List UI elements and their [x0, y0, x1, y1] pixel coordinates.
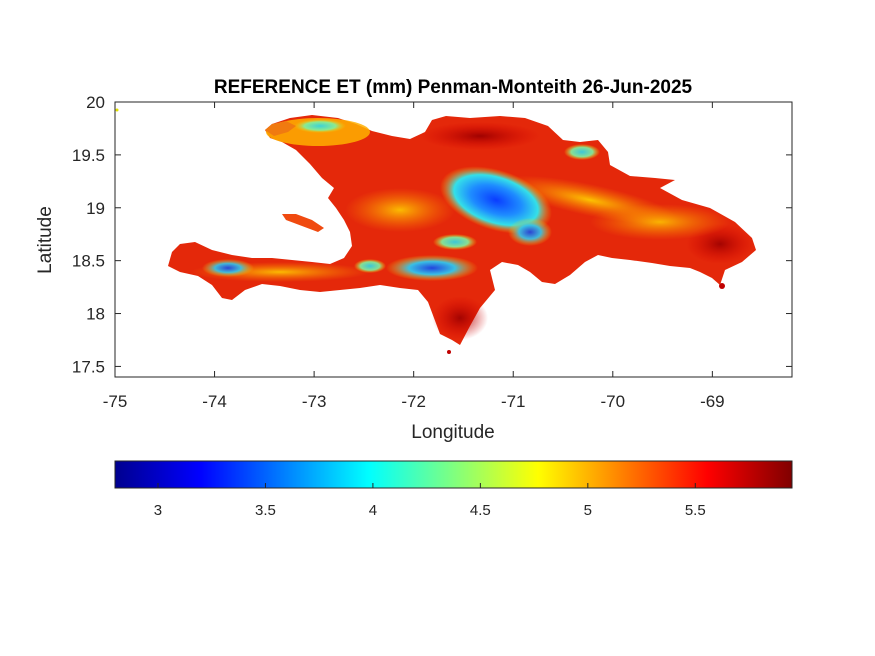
x-tick-label: -73: [302, 392, 327, 411]
y-tick-label: 19: [86, 199, 105, 218]
zone-east-yellow: [590, 204, 730, 240]
zone-leogane-cyan: [354, 259, 386, 273]
colorbar-tick-label: 5.5: [685, 502, 706, 519]
y-tick-label: 20: [86, 93, 105, 112]
colorbar-ticks: 3 3.5 4 4.5 5 5.5: [154, 483, 706, 519]
x-tick-label: -75: [103, 392, 128, 411]
ile-de-la-gonave: [282, 214, 324, 232]
zone-hotte-massif: [202, 259, 254, 277]
corner-pixel: [115, 108, 119, 112]
x-axis-label: Longitude: [411, 422, 494, 443]
colorbar-tick-label: 4.5: [470, 502, 491, 519]
zone-north-coast-dark: [420, 122, 540, 150]
colorbar-gradient: [114, 460, 793, 489]
zone-cordillera-central: [440, 166, 552, 234]
colorbar-tick-label: 5: [584, 502, 592, 519]
zone-haiti-yellow: [345, 188, 455, 232]
zone-selle-massif: [386, 255, 478, 281]
zone-selle-east: [433, 234, 477, 250]
x-tick-label: -69: [700, 392, 725, 411]
y-tick-label: 18.5: [72, 252, 105, 271]
beata-island: [447, 350, 451, 354]
y-tick-label: 18: [86, 305, 105, 324]
x-tick-label: -70: [601, 392, 626, 411]
x-tick-label: -74: [202, 392, 227, 411]
map-title: REFERENCE ET (mm) Penman-Monteith 26-Jun…: [214, 77, 693, 98]
ile-de-la-tortue: [265, 121, 296, 136]
x-tick-label: -71: [501, 392, 526, 411]
zone-north-cyan: [564, 144, 600, 160]
x-tick-label: -72: [401, 392, 426, 411]
zone-northwest-cyan: [294, 119, 346, 133]
colorbar-tick-label: 4: [369, 502, 377, 519]
colorbar-tick-label: 3.5: [255, 502, 276, 519]
zone-southwest-dark: [432, 296, 488, 340]
island-map: [115, 108, 756, 354]
y-tick-label: 17.5: [72, 357, 105, 376]
colorbar-tick-label: 3: [154, 502, 162, 519]
hispaniola-landmass: [168, 115, 756, 345]
x-axis: -75 -74 -73 -72 -71 -70 -69: [103, 102, 725, 411]
zone-cordillera-south: [508, 218, 552, 246]
isla-saona: [719, 283, 725, 289]
y-axis-label: Latitude: [35, 206, 56, 274]
colorbar: 3 3.5 4 4.5 5 5.5: [114, 460, 793, 519]
y-tick-label: 19.5: [72, 146, 105, 165]
y-axis: 20 19.5 19 18.5 18 17.5: [72, 93, 792, 376]
